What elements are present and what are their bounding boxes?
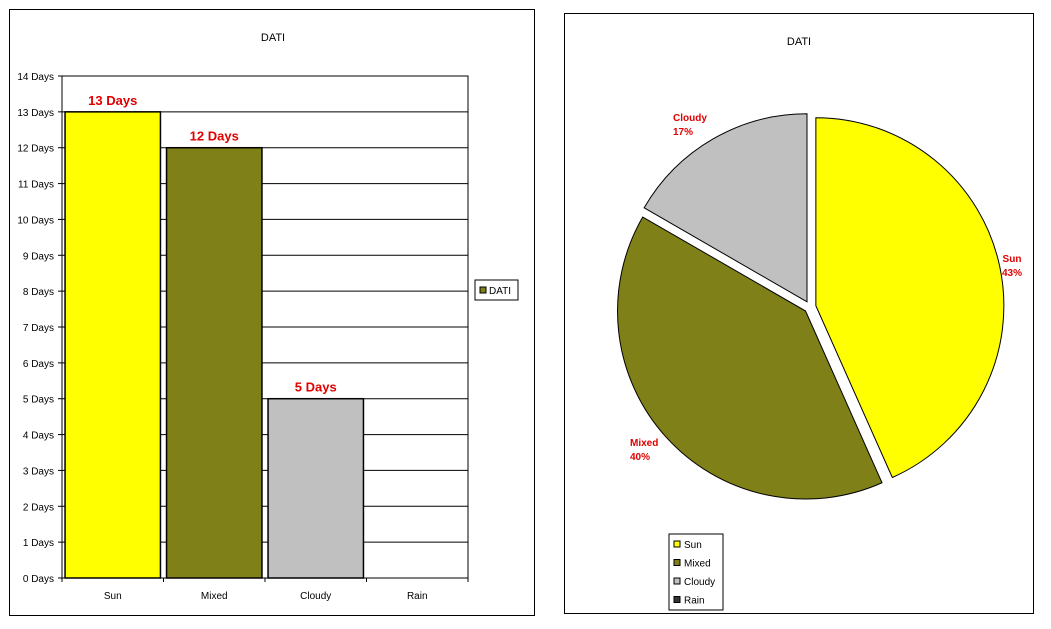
x-tick-label: Mixed [201,591,228,602]
x-tick-label: Sun [104,591,122,602]
y-tick-label: 11 Days [18,180,54,191]
bar-cloudy [267,397,365,579]
bar-legend-label: DATI [489,286,511,297]
pie-legend-swatch [673,559,681,566]
bar-mixed [165,146,263,579]
bar-legend: DATI [474,279,519,301]
y-tick-label: 0 Days [23,574,54,585]
y-tick-label: 12 Days [17,144,54,155]
pie-legend-swatch [673,577,681,585]
pie-legend-label: Rain [684,596,705,607]
bar-legend-swatch [479,286,487,294]
y-tick-label: 7 Days [23,323,54,334]
pie-chart-title: DATI [787,36,811,48]
y-tick-label: 13 Days [17,108,54,119]
bar-chart-title: DATI [261,32,285,44]
pie-chart: DATI Sun 43% Mixed 40% Cloudy 17% Sun Mixed Clo… [617,36,1022,611]
pie-label-percent: 43% [1002,268,1022,279]
bar-data-label: 5 Days [295,380,337,395]
y-tick-label: 10 Days [17,215,54,226]
x-tick-label: Rain [407,591,428,602]
y-tick-label: 2 Days [23,502,54,513]
pie-legend-swatch [673,540,681,548]
bar-chart: DATI 0 Days 1 Days 2 Days 3 Days 4 Days 5 Day… [17,32,519,602]
bar-chart-panel: DATI 0 Days 1 Days 2 Days 3 Days 4 Days 5 Day… [9,9,535,616]
pie-label-percent: 40% [630,452,650,463]
bar-sun [64,111,162,579]
y-tick-label: 8 Days [23,287,54,298]
x-tick-label: Cloudy [300,591,331,602]
pie-legend-label: Mixed [684,559,711,570]
pie-label-name: Mixed [630,438,658,449]
y-tick-label: 3 Days [23,466,54,477]
pie-slice-mixed [617,216,883,500]
bar-data-label: 12 Days [190,129,239,144]
bar-legend-box [474,279,519,301]
pie-label-name: Sun [1003,254,1022,265]
pie-legend: Sun Mixed Cloudy Rain [668,533,724,611]
y-tick-label: 5 Days [23,395,54,406]
pie-label-name: Cloudy [673,113,707,124]
pie-legend-label: Sun [684,540,702,551]
bar-data-label: 13 Days [88,93,137,108]
pie-slice-cloudy [643,113,808,303]
pie-legend-label: Cloudy [684,577,715,588]
y-tick-label: 6 Days [23,359,54,370]
y-tick-label: 4 Days [23,431,54,442]
y-tick-label: 1 Days [23,538,54,549]
pie-chart-panel: DATI Sun 43% Mixed 40% Cloudy 17% Sun Mixed Clo… [564,13,1034,614]
y-tick-label: 9 Days [23,251,54,262]
pie-label-percent: 17% [673,127,693,138]
pie-slice-sun [815,117,1005,479]
pie-legend-swatch [673,596,681,603]
y-tick-label: 14 Days [17,72,54,83]
